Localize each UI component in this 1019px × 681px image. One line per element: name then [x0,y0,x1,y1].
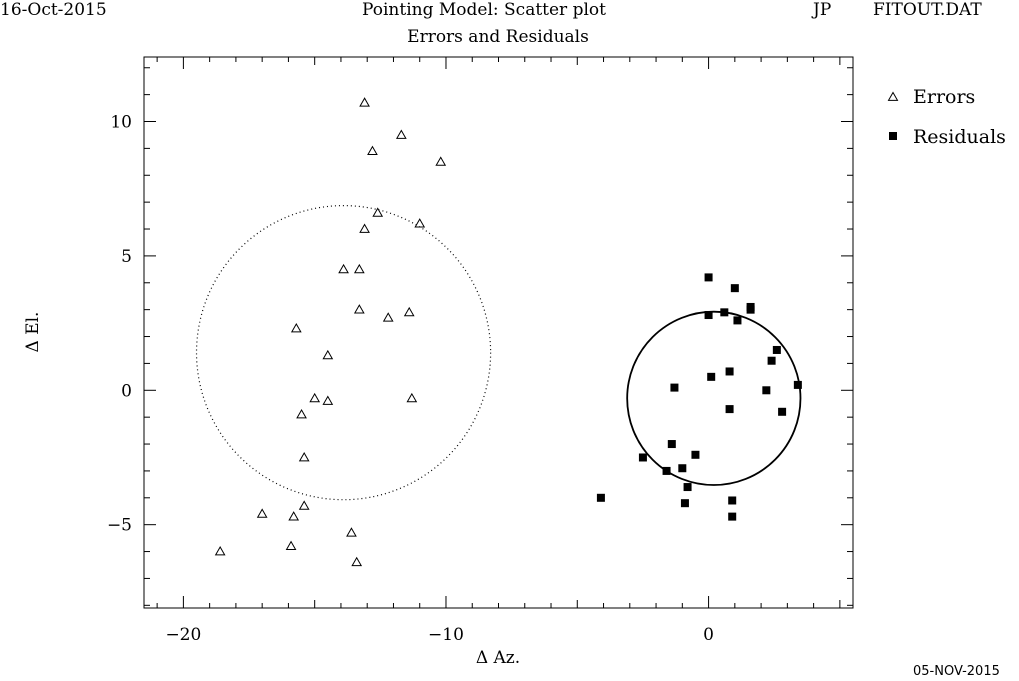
residual-point [762,386,771,395]
residual-point [691,450,700,459]
error-point [395,129,407,139]
y-axis-label: Δ El. [23,312,43,353]
legend: Errors Residuals [887,86,1006,148]
error-point [285,540,297,551]
error-point [359,97,370,107]
error-point [296,408,307,419]
error-point [351,556,363,567]
residual-point [680,499,689,508]
residual-point [746,302,755,311]
residual-point [596,493,605,502]
error-point [214,546,226,556]
error-point [382,312,394,322]
header-file: FITOUT.DAT [873,0,982,20]
error-point [288,511,300,521]
residual-point [720,308,729,317]
residual-point [767,356,776,365]
error-point [353,304,365,314]
error-point [346,527,357,537]
residual-point [683,483,692,492]
error-point [414,218,426,228]
residual-point [678,464,687,473]
residual-point [728,512,737,521]
chart-title: Errors and Residuals [407,27,589,47]
error-point [403,306,415,317]
plot-frame [143,56,854,609]
error-point [367,145,378,155]
residuals-series [596,273,802,521]
error-point [372,207,384,217]
residual-point [733,316,742,325]
error-point [322,349,334,360]
residual-point [725,367,734,376]
header-date: 16-Oct-2015 [0,0,107,20]
errors-series [214,97,447,567]
x-tick-label: 0 [703,625,714,645]
header-initials: JP [813,0,832,20]
error-point [435,156,447,166]
error-point [322,395,334,405]
residual-point [730,284,739,293]
residuals-circle [626,310,802,486]
x-tick-label: −10 [428,625,464,645]
y-tick-label: 5 [121,247,132,267]
legend-residuals-label: Residuals [913,126,1006,148]
residual-point [662,466,671,475]
error-point [256,508,268,518]
error-point [353,263,365,274]
residual-point [778,407,787,416]
error-point [290,322,302,333]
residual-point [704,273,713,282]
error-point [298,451,310,462]
header-title: Pointing Model: Scatter plot [362,0,606,20]
errors-circle [195,205,492,501]
y-tick-label: 0 [121,381,132,401]
residual-point [728,496,737,505]
error-point [359,223,370,233]
residual-point [707,372,716,381]
x-axis-label: Δ Az. [476,648,520,668]
residual-point [638,453,647,462]
y-tick-label: −5 [107,516,132,536]
legend-errors-label: Errors [913,86,975,108]
y-tick-label: 10 [110,113,132,133]
legend-errors-marker [887,91,899,101]
x-tick-label: −20 [165,625,201,645]
residual-point [725,405,734,414]
footer-date: 05-NOV-2015 [913,664,1000,679]
residual-point [667,440,676,449]
error-point [338,263,349,274]
residual-point [772,345,781,354]
residual-point [704,311,713,320]
error-point [309,392,321,403]
residual-point [793,380,802,389]
error-point [406,392,418,403]
legend-residuals-marker [889,132,897,140]
error-point [298,500,310,510]
tick-marks [144,57,853,608]
residual-point [670,383,679,392]
